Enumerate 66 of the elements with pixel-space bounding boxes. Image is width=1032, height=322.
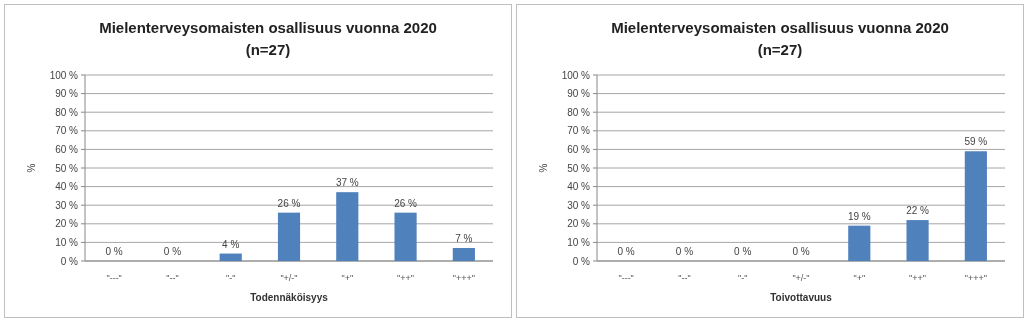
bar — [848, 225, 871, 261]
y-tick-label: 20 % — [55, 218, 79, 230]
y-tick-label: 50 % — [55, 162, 79, 174]
chart-title: Mielenterveysomaisten osallisuus vuonna 2020 — [99, 19, 437, 36]
y-tick-label: 30 % — [55, 199, 79, 211]
x-tick-label: "++" — [397, 273, 415, 283]
y-tick-label: 100 % — [561, 69, 591, 81]
y-tick-label: 10 % — [567, 236, 591, 248]
y-tick-label: 50 % — [567, 162, 591, 174]
x-tick-label: "--" — [678, 273, 691, 283]
bar — [394, 212, 417, 261]
y-tick-label: 60 % — [567, 143, 591, 155]
x-tick-label: "+++" — [452, 273, 475, 283]
y-tick-label: 70 % — [55, 125, 79, 137]
y-axis-title: % — [538, 163, 549, 173]
y-tick-label: 60 % — [55, 143, 79, 155]
x-tick-label: "++" — [909, 273, 927, 283]
data-label: 0 % — [163, 246, 182, 257]
x-tick-label: "+++" — [964, 273, 987, 283]
y-tick-label: 90 % — [567, 88, 591, 100]
y-tick-label: 0 % — [572, 255, 591, 267]
data-label: 22 % — [906, 205, 930, 217]
y-tick-label: 40 % — [567, 181, 591, 193]
data-label: 26 % — [394, 197, 418, 209]
y-tick-label: 70 % — [567, 125, 591, 137]
bar — [277, 212, 301, 261]
data-label: 4 % — [222, 238, 240, 250]
data-label: 7 % — [455, 232, 473, 244]
data-label: 37 % — [335, 177, 359, 189]
y-tick-label: 20 % — [567, 218, 591, 230]
bar — [964, 151, 987, 261]
data-label: 0 % — [105, 246, 123, 257]
y-tick-label: 10 % — [55, 236, 79, 248]
bar — [336, 192, 359, 261]
x-tick-label: "---" — [618, 273, 634, 283]
y-tick-label: 80 % — [55, 106, 79, 118]
data-label: 0 % — [617, 246, 635, 257]
chart-title: Mielenterveysomaisten osallisuus vuonna 2020 — [611, 19, 949, 36]
data-label: 19 % — [847, 210, 871, 222]
y-tick-label: 90 % — [55, 88, 79, 100]
bar — [906, 220, 929, 261]
y-tick-label: 0 % — [60, 255, 79, 267]
data-label: 26 % — [277, 197, 301, 209]
bar — [452, 247, 475, 261]
x-tick-label: "---" — [106, 273, 122, 283]
x-tick-label: "--" — [166, 273, 179, 283]
y-tick-label: 30 % — [567, 199, 591, 211]
x-tick-label: "-" — [738, 273, 748, 283]
y-tick-label: 100 % — [49, 69, 79, 81]
chart-subtitle: (n=27) — [757, 41, 803, 58]
x-tick-label: "-" — [226, 273, 236, 283]
y-axis-title: % — [26, 163, 37, 173]
x-tick-label: "+" — [853, 273, 866, 283]
x-axis-title: Todennäköisyys — [250, 292, 329, 303]
x-tick-label: "+/-" — [792, 273, 810, 283]
y-tick-label: 40 % — [55, 181, 79, 193]
data-label: 59 % — [964, 136, 988, 148]
x-axis-title: Toivottavuus — [770, 292, 833, 303]
x-tick-label: "+" — [341, 273, 354, 283]
data-label: 0 % — [675, 246, 694, 257]
data-label: 0 % — [792, 246, 810, 257]
bar — [219, 253, 242, 261]
chart-subtitle: (n=27) — [245, 41, 291, 58]
data-label: 0 % — [734, 246, 752, 257]
y-tick-label: 80 % — [567, 106, 591, 118]
x-tick-label: "+/-" — [280, 273, 298, 283]
